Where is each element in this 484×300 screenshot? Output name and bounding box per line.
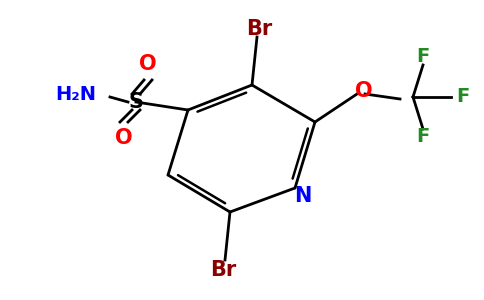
Text: Br: Br	[210, 260, 236, 280]
Text: F: F	[416, 47, 430, 67]
Text: S: S	[128, 92, 143, 112]
Text: Br: Br	[246, 19, 272, 39]
Text: F: F	[416, 128, 430, 146]
Text: O: O	[355, 81, 373, 101]
Text: O: O	[139, 54, 157, 74]
Text: F: F	[456, 88, 469, 106]
Text: O: O	[115, 128, 133, 148]
Text: N: N	[294, 186, 312, 206]
Text: H₂N: H₂N	[55, 85, 96, 104]
